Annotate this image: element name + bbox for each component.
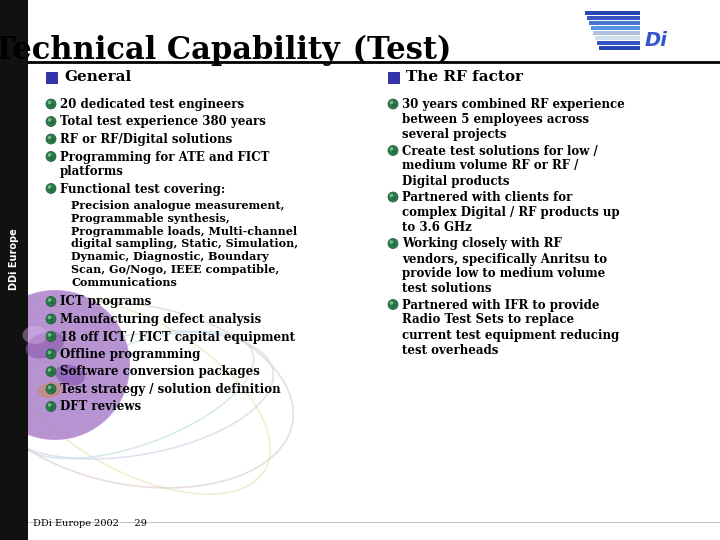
Text: DDi Europe: DDi Europe: [9, 228, 19, 290]
Circle shape: [390, 301, 393, 305]
Bar: [589, 21, 640, 25]
Circle shape: [46, 349, 56, 359]
Circle shape: [46, 134, 56, 144]
Text: (Test): (Test): [342, 35, 451, 66]
Bar: [0, 0, 28, 540]
Text: Manufacturing defect analysis: Manufacturing defect analysis: [60, 313, 261, 326]
Text: 18 off ICT / FICT capital equipment: 18 off ICT / FICT capital equipment: [60, 330, 295, 343]
Bar: [599, 46, 640, 50]
Circle shape: [390, 101, 393, 104]
Circle shape: [50, 188, 54, 191]
Bar: [587, 16, 640, 20]
Circle shape: [48, 403, 51, 407]
Ellipse shape: [22, 326, 48, 344]
Circle shape: [46, 384, 56, 394]
Bar: [595, 36, 640, 40]
Text: General: General: [64, 70, 131, 84]
Ellipse shape: [26, 332, 64, 359]
Circle shape: [388, 99, 398, 109]
Circle shape: [46, 367, 56, 376]
Bar: [597, 41, 640, 45]
Circle shape: [50, 138, 54, 141]
Text: ICT programs: ICT programs: [60, 295, 151, 308]
Circle shape: [48, 386, 51, 389]
Text: Di: Di: [645, 31, 668, 50]
Text: Precision analogue measurement,
Programmable synthesis,
Programmable loads, Mult: Precision analogue measurement, Programm…: [71, 200, 298, 288]
Ellipse shape: [55, 364, 85, 386]
Bar: [591, 26, 640, 30]
Circle shape: [46, 117, 56, 126]
Text: Create test solutions for low /
medium volume RF or RF /
Digital products: Create test solutions for low / medium v…: [402, 145, 598, 187]
Circle shape: [48, 298, 51, 302]
Circle shape: [392, 303, 396, 307]
Text: Technical Capability: Technical Capability: [0, 35, 340, 66]
Circle shape: [48, 316, 51, 319]
Circle shape: [46, 332, 56, 341]
Circle shape: [50, 103, 54, 107]
Circle shape: [390, 147, 393, 151]
Text: DFT reviews: DFT reviews: [60, 401, 141, 414]
Circle shape: [50, 318, 54, 322]
Circle shape: [46, 296, 56, 307]
Circle shape: [46, 184, 56, 193]
Text: Functional test covering:: Functional test covering:: [60, 183, 225, 195]
Circle shape: [392, 243, 396, 246]
Text: Software conversion packages: Software conversion packages: [60, 366, 260, 379]
Text: Programming for ATE and FICT
platforms: Programming for ATE and FICT platforms: [60, 151, 269, 179]
Bar: [585, 11, 640, 15]
Text: RF or RF/Digital solutions: RF or RF/Digital solutions: [60, 133, 233, 146]
Circle shape: [50, 353, 54, 357]
Circle shape: [392, 103, 396, 107]
Circle shape: [50, 336, 54, 339]
Text: Partnered with clients for
complex Digital / RF products up
to 3.6 GHz: Partnered with clients for complex Digit…: [402, 191, 620, 234]
Circle shape: [388, 239, 398, 248]
Circle shape: [48, 101, 51, 104]
Text: Test strategy / solution definition: Test strategy / solution definition: [60, 383, 281, 396]
Bar: [593, 31, 640, 35]
Circle shape: [388, 192, 398, 202]
Circle shape: [392, 196, 396, 200]
Text: Offline programming: Offline programming: [60, 348, 200, 361]
Circle shape: [46, 314, 56, 324]
Circle shape: [50, 371, 54, 374]
Circle shape: [388, 145, 398, 156]
Text: The RF factor: The RF factor: [406, 70, 523, 84]
Circle shape: [48, 351, 51, 354]
Circle shape: [48, 368, 51, 372]
Circle shape: [48, 185, 51, 189]
Text: DDi Europe 2002     29: DDi Europe 2002 29: [33, 519, 147, 528]
Text: Working closely with RF
vendors, specifically Anritsu to
provide low to medium v: Working closely with RF vendors, specifi…: [402, 238, 607, 295]
Circle shape: [50, 121, 54, 124]
Circle shape: [50, 301, 54, 304]
Circle shape: [0, 290, 130, 440]
Circle shape: [50, 388, 54, 392]
Circle shape: [388, 300, 398, 309]
Ellipse shape: [37, 382, 63, 397]
Circle shape: [50, 406, 54, 409]
Circle shape: [46, 152, 56, 161]
Circle shape: [48, 118, 51, 122]
Circle shape: [46, 99, 56, 109]
Text: 30 years combined RF experience
between 5 employees across
several projects: 30 years combined RF experience between …: [402, 98, 625, 141]
Text: Partnered with IFR to provide
Radio Test Sets to replace
current test equipment : Partnered with IFR to provide Radio Test…: [402, 299, 619, 356]
Circle shape: [50, 156, 54, 159]
Circle shape: [46, 402, 56, 411]
Text: 20 dedicated test engineers: 20 dedicated test engineers: [60, 98, 244, 111]
Bar: [46, 72, 58, 84]
Circle shape: [392, 150, 396, 153]
Circle shape: [48, 153, 51, 157]
Text: Total test experience 380 years: Total test experience 380 years: [60, 116, 266, 129]
Circle shape: [390, 240, 393, 244]
Circle shape: [390, 194, 393, 197]
Circle shape: [48, 333, 51, 337]
Circle shape: [48, 136, 51, 139]
Bar: [388, 72, 400, 84]
